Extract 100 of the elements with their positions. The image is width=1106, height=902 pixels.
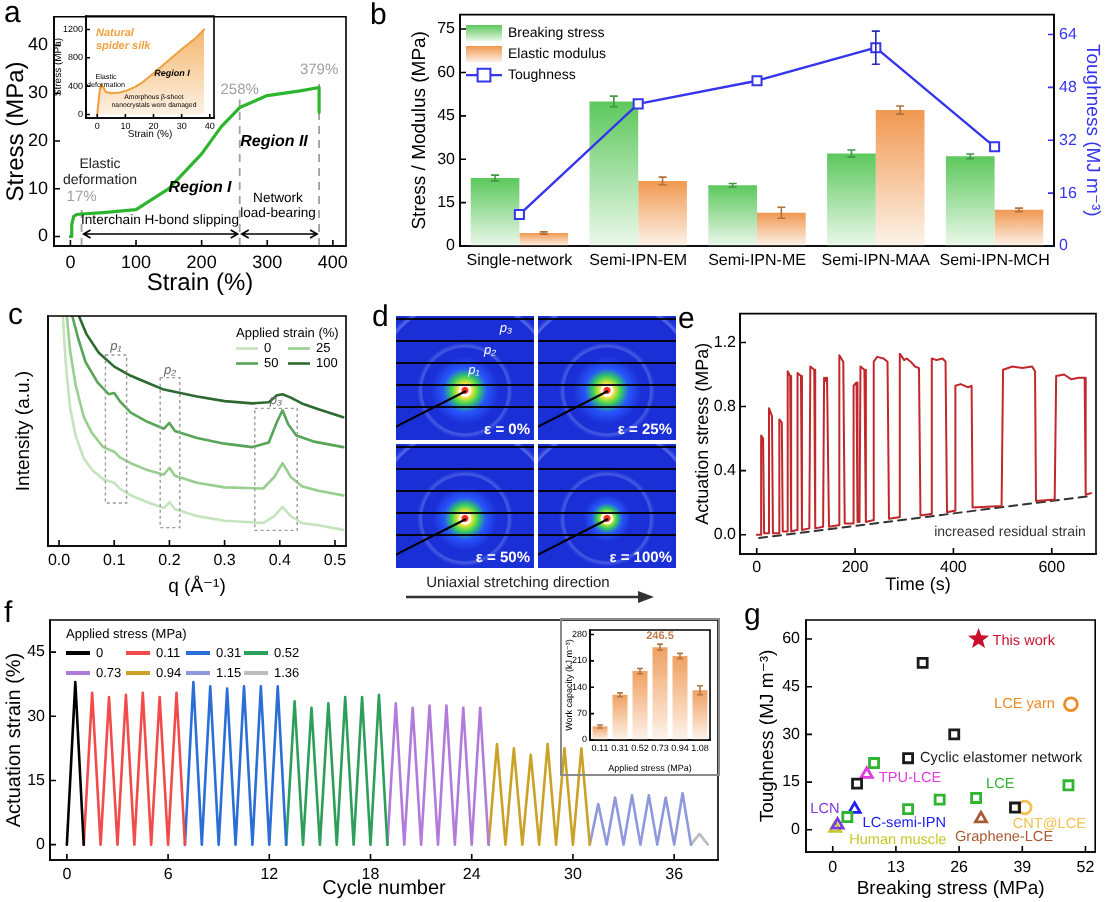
chart-title: e: [678, 302, 695, 336]
y-tick-label: 60: [437, 62, 457, 81]
y-tick-label: 45: [437, 106, 457, 125]
y-tick-label: 30: [27, 82, 48, 103]
y-tick-label: 0.0: [713, 525, 738, 544]
bar: [708, 185, 757, 246]
x-tick-label: 52: [1076, 858, 1096, 877]
x-tick-label: 12: [260, 865, 280, 884]
point: [859, 766, 874, 779]
x-tick-label: 13: [887, 858, 906, 877]
x-tick-label: Semi-IPN-MCH: [939, 251, 1051, 270]
x-tick-label: 0.1: [103, 551, 127, 570]
y-axis-title: Stress (MPa): [1, 61, 30, 202]
x-tick-label: Semi-IPN-ME: [708, 251, 806, 270]
y-tick-label: 15: [27, 770, 47, 789]
y-tick-label: 30: [437, 149, 457, 168]
chart-title: b: [370, 0, 387, 32]
x-tick-label: Single-network: [466, 251, 575, 270]
chart-title: c: [8, 298, 24, 332]
y-tick-label: 45: [27, 642, 47, 661]
point: [1063, 696, 1079, 713]
point: [1062, 779, 1075, 792]
text: d: [372, 300, 389, 334]
point: [933, 793, 946, 806]
point: [989, 141, 1001, 153]
point: [841, 811, 854, 823]
x-tick-label: 0.2: [158, 551, 182, 570]
x-axis-title: Time (s): [885, 574, 951, 595]
y2-tick-label: 48: [1059, 77, 1078, 96]
bar: [994, 209, 1044, 246]
bar: [757, 212, 806, 246]
point: [902, 803, 914, 816]
y-tick-label: 30: [27, 706, 47, 725]
bar: [945, 156, 995, 246]
x-tick-label: 39: [1013, 858, 1033, 877]
point: [851, 777, 863, 790]
y-axis-title: Toughness (MJ m⁻³): [756, 649, 779, 823]
x-tick-label: 0: [752, 558, 763, 577]
bar: [589, 101, 639, 246]
y-tick-label: 15: [782, 772, 802, 791]
x-tick-label: 400: [940, 558, 968, 577]
bar: [652, 647, 668, 740]
bar: [638, 180, 687, 246]
x-tick-label: Semi-IPN-EM: [589, 251, 688, 270]
y-tick-label: 0: [791, 820, 802, 839]
y-tick-label: 0.4: [713, 461, 738, 480]
x-tick-label: 200: [186, 251, 217, 272]
point: [902, 752, 914, 765]
bar: [692, 690, 708, 740]
y2-tick-label: 64: [1059, 24, 1078, 43]
chart-title: g: [744, 598, 761, 632]
bar: [827, 153, 876, 246]
point: [968, 628, 990, 648]
y-tick-label: 10: [27, 177, 48, 198]
y-tick-label: 0: [37, 225, 48, 246]
y-axis-title: Intensity (a.u.): [12, 370, 35, 492]
x-axis-title: q (Å⁻¹): [168, 573, 226, 598]
y2-tick-label: 32: [1059, 130, 1078, 149]
x-tick-label: 400: [317, 251, 348, 272]
y-tick-label: 0: [446, 236, 457, 255]
x-tick-label: 0.5: [323, 551, 348, 570]
y-tick-label: 0.8: [713, 396, 738, 415]
x-tick-label: 200: [841, 558, 870, 577]
bar: [875, 110, 925, 246]
bar: [519, 232, 569, 246]
bar: [470, 178, 520, 246]
y2-axis-title: Toughness (MJ m⁻³): [1081, 43, 1104, 217]
x-tick-label: 0.4: [268, 551, 292, 570]
y-tick-label: 75: [437, 19, 457, 38]
y2-tick-label: 0: [1059, 236, 1069, 255]
point: [868, 757, 880, 769]
y-tick-label: 45: [782, 677, 802, 696]
x-tick-label: 300: [252, 251, 283, 272]
bar: [672, 655, 688, 740]
point: [847, 801, 862, 814]
point: [970, 792, 983, 804]
x-tick-label: 0: [828, 858, 839, 877]
x-tick-label: 36: [665, 865, 685, 884]
y-tick-label: 15: [437, 193, 457, 212]
x-tick-label: 24: [462, 865, 482, 884]
y-axis-title: Stress / Modulus (MPa): [408, 31, 431, 230]
x-axis-title: Strain (%): [146, 268, 254, 297]
point: [1009, 801, 1021, 814]
chart-title: f: [4, 596, 14, 630]
annotation: Region II: [240, 132, 310, 151]
x-tick-label: 26: [950, 858, 970, 877]
y-tick-label: 60: [782, 629, 802, 648]
y-tick-label: 40: [27, 34, 48, 55]
bar: [612, 694, 628, 740]
point: [974, 810, 988, 824]
y-tick-label: 0: [36, 835, 47, 854]
point: [632, 98, 644, 110]
y-tick-label: 1.2: [713, 332, 738, 351]
point: [916, 656, 929, 669]
y-axis-title: Actuation strain (%): [3, 652, 26, 828]
bar: [632, 671, 648, 740]
point: [948, 728, 961, 741]
y-axis-title: Actuation stress (MPa): [691, 342, 712, 525]
x-tick-label: 0.3: [213, 551, 237, 570]
point: [1016, 799, 1033, 816]
